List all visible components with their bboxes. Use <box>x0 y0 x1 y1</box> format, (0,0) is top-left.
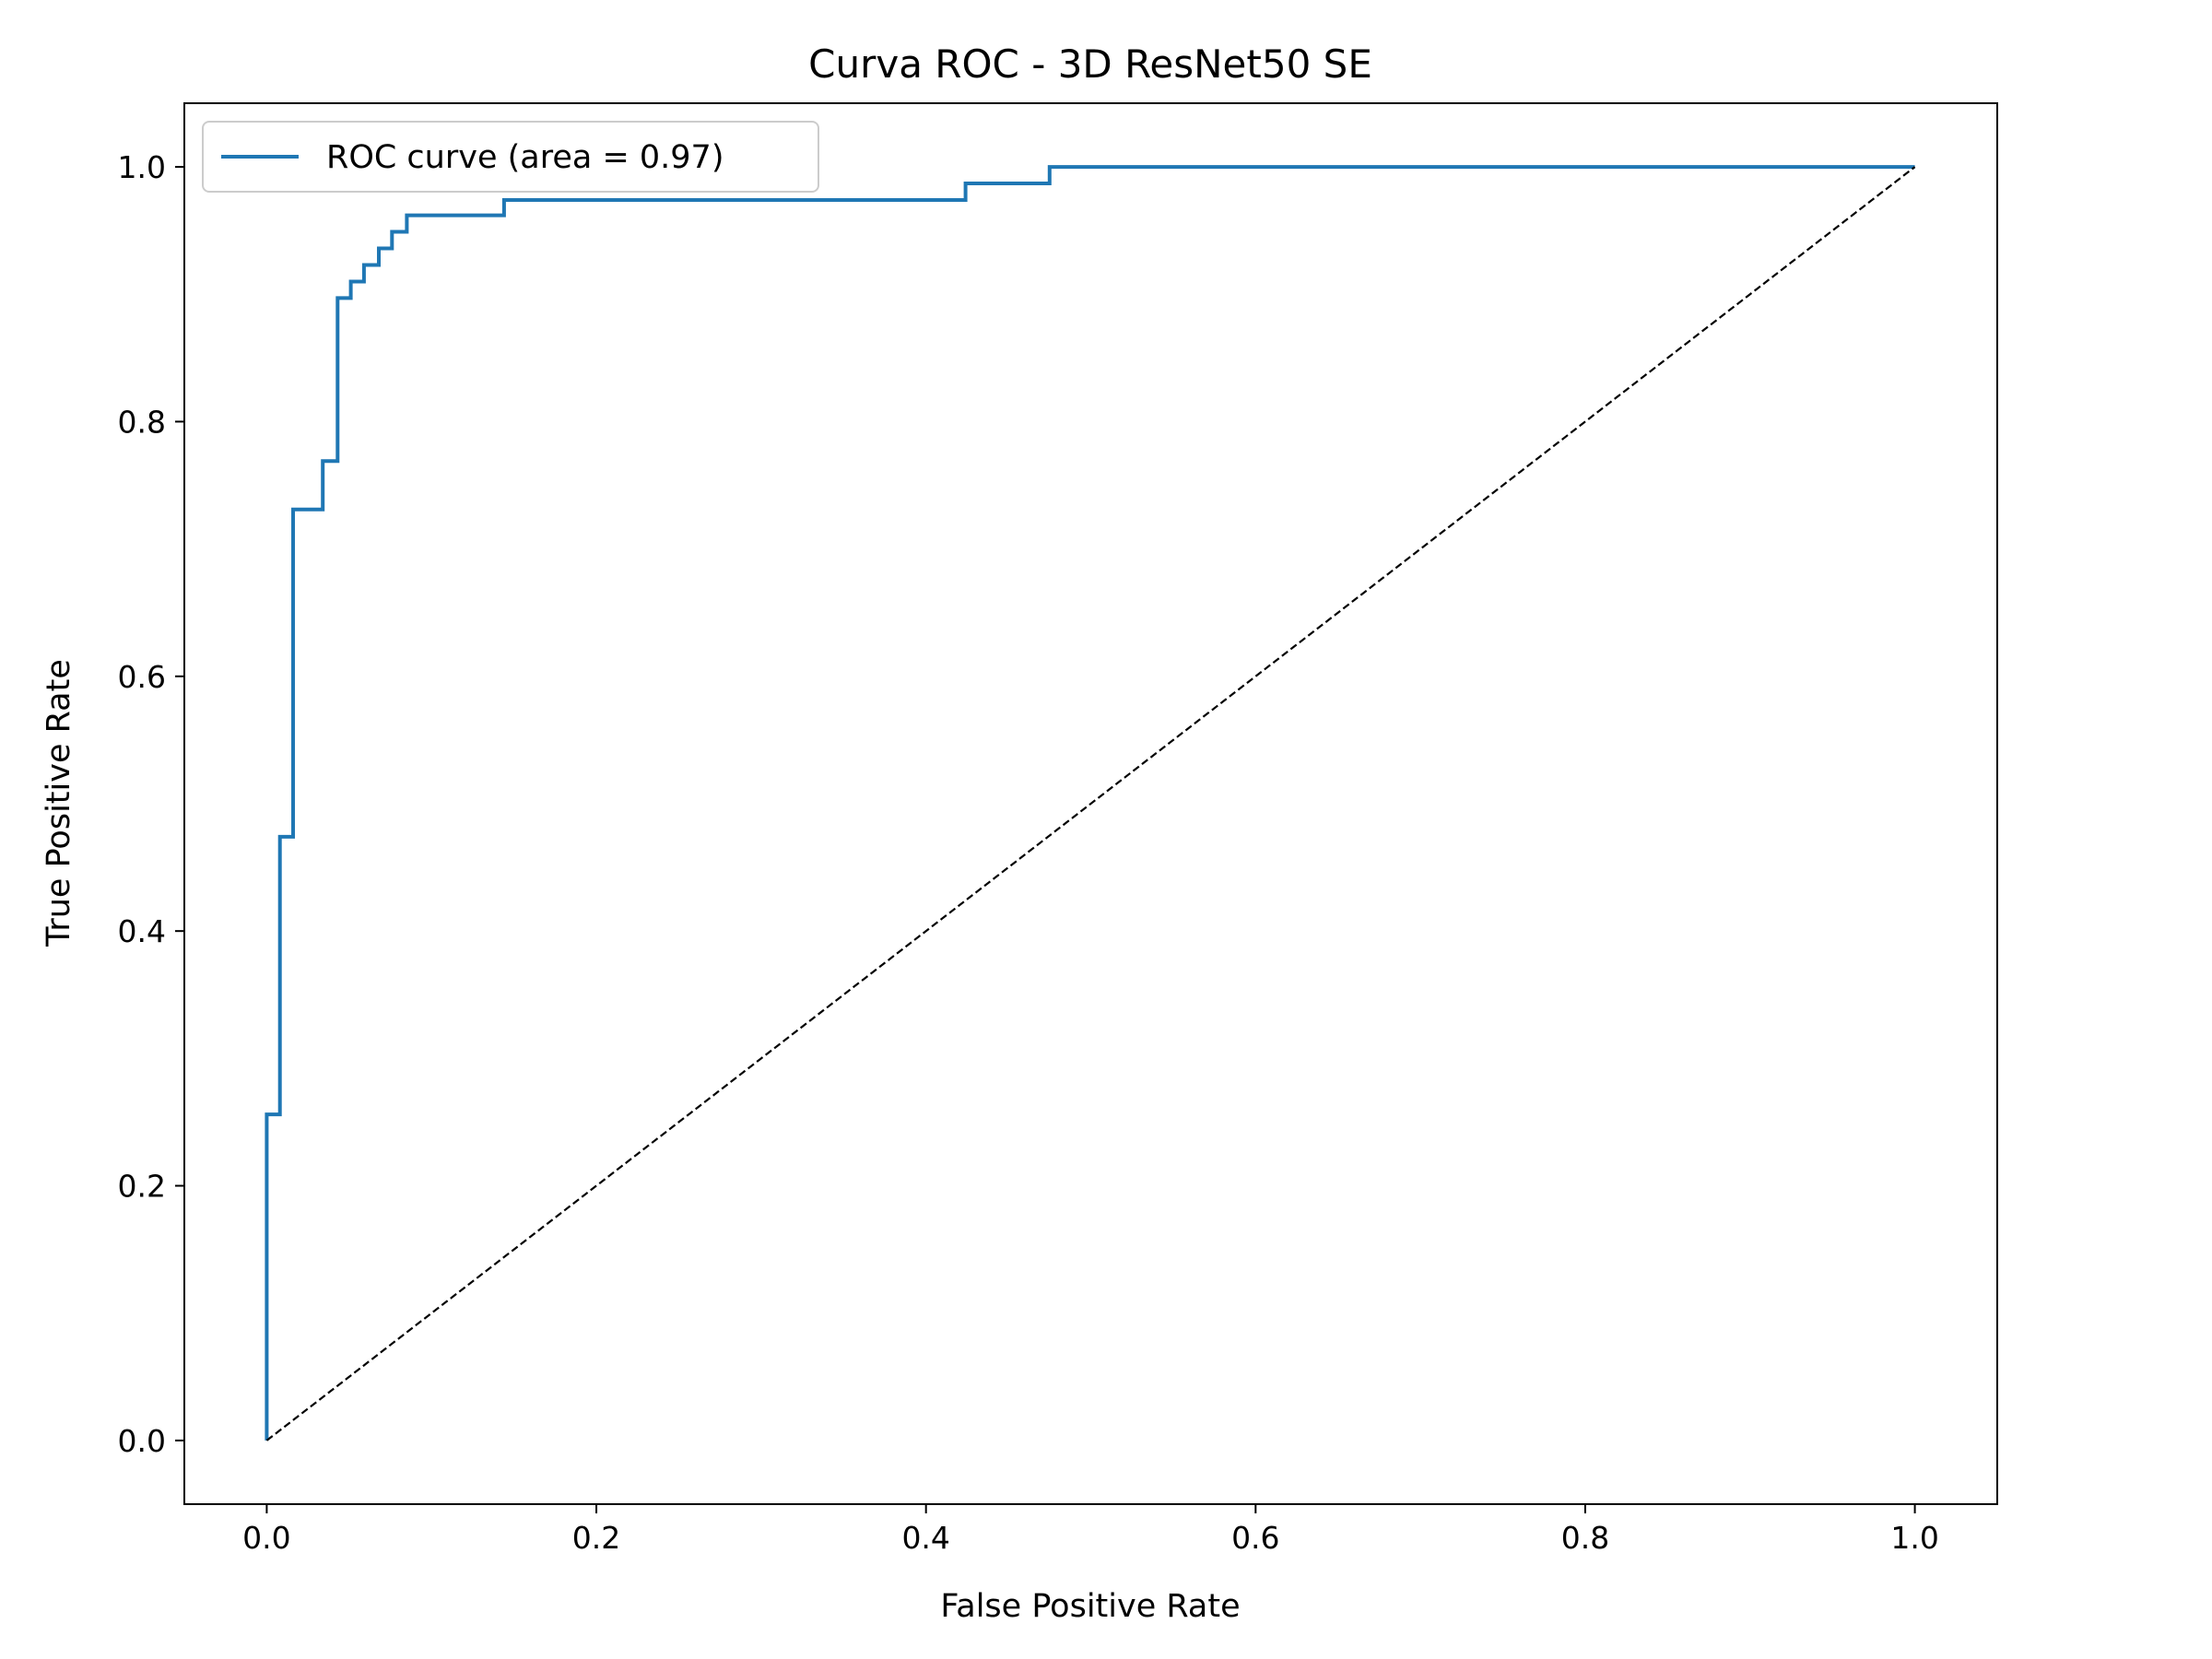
legend-entry-label: ROC curve (area = 0.97) <box>326 139 724 176</box>
chart-title: Curva ROC - 3D ResNet50 SE <box>808 41 1372 87</box>
y-axis-ticks: 0.0 0.2 0.4 0.6 0.8 1.0 <box>118 149 184 1459</box>
y-tick-label: 1.0 <box>118 149 166 185</box>
x-tick-label: 1.0 <box>1890 1520 1938 1556</box>
x-axis-label: False Positive Rate <box>940 1588 1240 1625</box>
y-tick-label: 0.4 <box>118 913 166 949</box>
series-layer <box>265 165 1916 1441</box>
y-tick-label: 0.6 <box>118 659 166 695</box>
plot-area <box>265 165 1916 1441</box>
legend-box <box>202 121 819 193</box>
y-tick-label: 0.2 <box>118 1169 166 1205</box>
x-tick-label: 0.8 <box>1561 1520 1609 1556</box>
x-tick-label: 0.4 <box>901 1520 949 1556</box>
chance-diagonal-line <box>265 166 1916 1441</box>
x-tick-label: 0.0 <box>242 1520 290 1556</box>
x-tick-label: 0.6 <box>1231 1520 1279 1556</box>
y-tick-label: 0.0 <box>118 1423 166 1459</box>
y-tick-label: 0.8 <box>118 404 166 440</box>
y-axis-label: True Positive Rate <box>41 659 77 947</box>
x-axis-ticks: 0.0 0.2 0.4 0.6 0.8 1.0 <box>242 1504 1939 1556</box>
x-tick-label: 0.2 <box>572 1520 620 1556</box>
legend: ROC curve (area = 0.97) <box>202 121 819 193</box>
axes-frame <box>183 102 1998 1505</box>
roc-curve-line <box>265 165 1915 1441</box>
